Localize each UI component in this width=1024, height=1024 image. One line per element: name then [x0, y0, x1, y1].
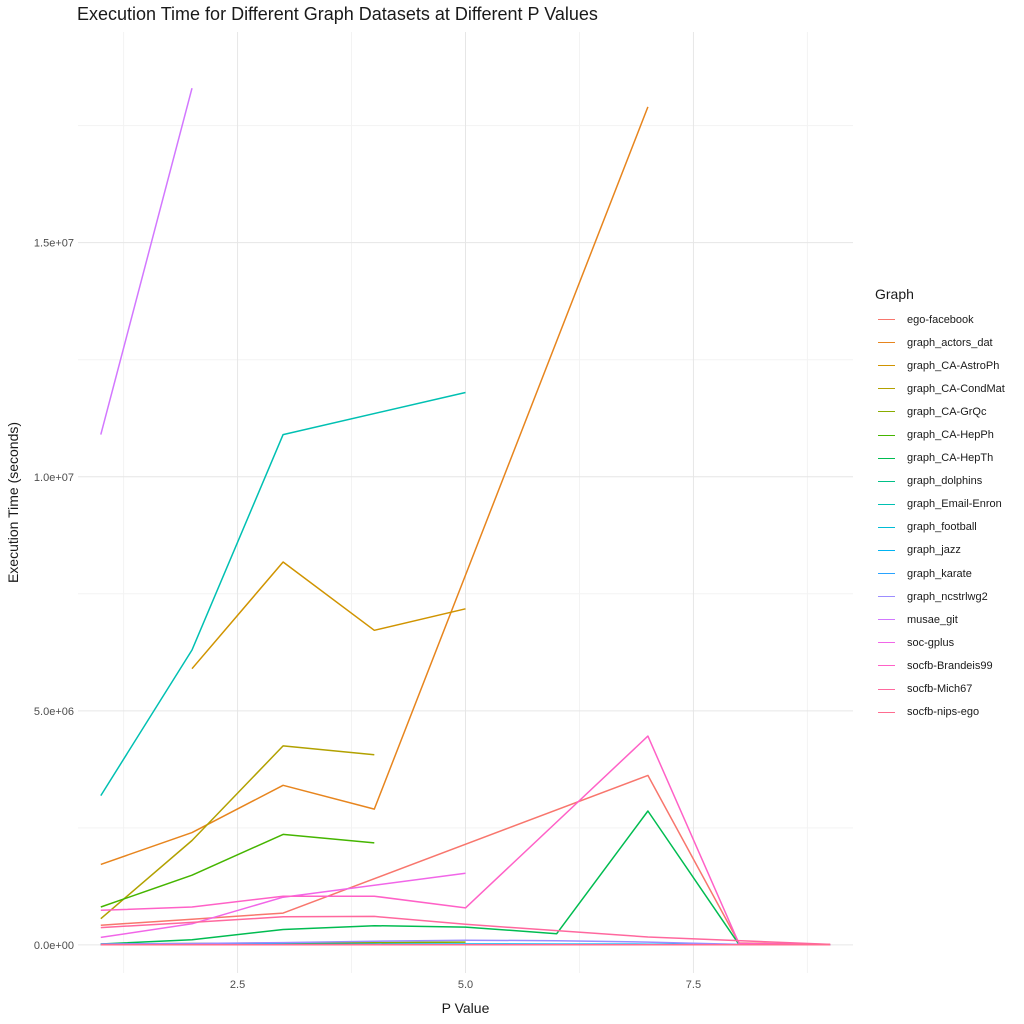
- chart-title: Execution Time for Different Graph Datas…: [77, 4, 598, 24]
- legend-key-line: [878, 480, 895, 482]
- legend-item: graph_CA-HepPh: [875, 423, 1005, 446]
- x-tick-label: 2.5: [230, 979, 245, 991]
- legend-key-line: [878, 342, 895, 344]
- legend-item: graph_dolphins: [875, 470, 1005, 493]
- legend-label: graph_dolphins: [907, 475, 983, 488]
- tick-labels: 2.5 5.0 7.5 0.0e+00 5.0e+06 1.0e+07 1.5e+07: [34, 238, 701, 991]
- legend-label: socfb-Mich67: [907, 683, 973, 696]
- legend-item: graph_football: [875, 516, 1005, 539]
- y-tick-label: 0.0e+00: [34, 940, 74, 952]
- legend-label: musae_git: [907, 613, 958, 626]
- x-tick-label: 7.5: [686, 979, 701, 991]
- legend-key-line: [878, 388, 895, 390]
- series-line-graph-ca-hepph: [100, 833, 375, 908]
- legend-label: socfb-nips-ego: [907, 706, 980, 719]
- legend-label: graph_karate: [907, 567, 972, 580]
- legend-item: graph_jazz: [875, 539, 1005, 562]
- legend-key-line: [878, 411, 895, 413]
- series-lines: [100, 88, 831, 946]
- series-line-graph-actors-dat: [100, 106, 649, 866]
- x-tick-label: 5.0: [458, 979, 473, 991]
- series-line-graph-ca-condmat: [100, 745, 375, 920]
- legend-items: ego-facebook graph_actors_dat graph_CA-Ast…: [875, 308, 1005, 724]
- legend-item: socfb-nips-ego: [875, 701, 1005, 724]
- legend-label: graph_CA-AstroPh: [907, 359, 1000, 372]
- series-line-graph-ncstrlwg2: [100, 939, 831, 946]
- legend-label: graph_ncstrlwg2: [907, 590, 988, 603]
- legend-key-line: [878, 503, 895, 505]
- x-axis-title: P Value: [442, 1000, 490, 1016]
- series-line-graph-ca-hepth: [100, 810, 740, 945]
- legend-key-line: [878, 526, 895, 528]
- series-line-soc-gplus: [100, 872, 466, 939]
- legend-item: graph_ncstrlwg2: [875, 585, 1005, 608]
- legend-item: musae_git: [875, 608, 1005, 631]
- legend-item: graph_Email-Enron: [875, 493, 1005, 516]
- legend-key-line: [878, 688, 895, 690]
- y-tick-label: 5.0e+06: [34, 706, 74, 718]
- legend-key-line: [878, 365, 895, 367]
- legend-key-line: [878, 619, 895, 621]
- legend-label: graph_CA-HepTh: [907, 452, 994, 465]
- series-line-musae-git: [100, 88, 193, 435]
- legend-label: socfb-Brandeis99: [907, 659, 993, 672]
- legend-label: graph_football: [907, 521, 977, 534]
- legend-item: ego-facebook: [875, 308, 1005, 331]
- legend-label: graph_CA-CondMat: [907, 382, 1005, 395]
- legend-title: Graph: [875, 286, 914, 302]
- legend-label: soc-gplus: [907, 636, 955, 649]
- legend-item: graph_actors_dat: [875, 331, 1005, 354]
- legend-label: graph_jazz: [907, 544, 961, 557]
- legend-item: graph_CA-AstroPh: [875, 354, 1005, 377]
- y-tick-label: 1.0e+07: [34, 472, 74, 484]
- legend-key-line: [878, 549, 895, 551]
- legend-key-line: [878, 573, 895, 575]
- legend-item: graph_CA-CondMat: [875, 377, 1005, 400]
- y-tick-label: 1.5e+07: [34, 238, 74, 250]
- series-line-graph-email-enron: [100, 391, 466, 796]
- legend-item: socfb-Brandeis99: [875, 654, 1005, 677]
- series-line-socfb-brandeis99: [100, 735, 831, 946]
- legend-key-line: [878, 434, 895, 436]
- legend-key-line: [878, 711, 895, 713]
- legend-item: graph_CA-HepTh: [875, 447, 1005, 470]
- legend-label: graph_CA-HepPh: [907, 429, 994, 442]
- legend-key-line: [878, 596, 895, 598]
- legend-key-line: [878, 457, 895, 459]
- legend-key-line: [878, 642, 895, 644]
- legend-item: graph_karate: [875, 562, 1005, 585]
- legend-item: graph_CA-GrQc: [875, 400, 1005, 423]
- legend-label: graph_actors_dat: [907, 336, 993, 349]
- legend-label: graph_Email-Enron: [907, 498, 1002, 511]
- legend-item: socfb-Mich67: [875, 678, 1005, 701]
- legend-label: graph_CA-GrQc: [907, 405, 987, 418]
- legend-item: soc-gplus: [875, 631, 1005, 654]
- series-line-graph-ca-astroph: [191, 561, 466, 670]
- legend-key-line: [878, 319, 895, 321]
- series-line-socfb-mich67: [100, 915, 831, 946]
- legend-label: ego-facebook: [907, 313, 974, 326]
- y-axis-title: Execution Time (seconds): [5, 422, 21, 583]
- legend-key-line: [878, 665, 895, 667]
- legend: Graph ego-facebook graph_actors_dat graph_…: [875, 286, 1005, 724]
